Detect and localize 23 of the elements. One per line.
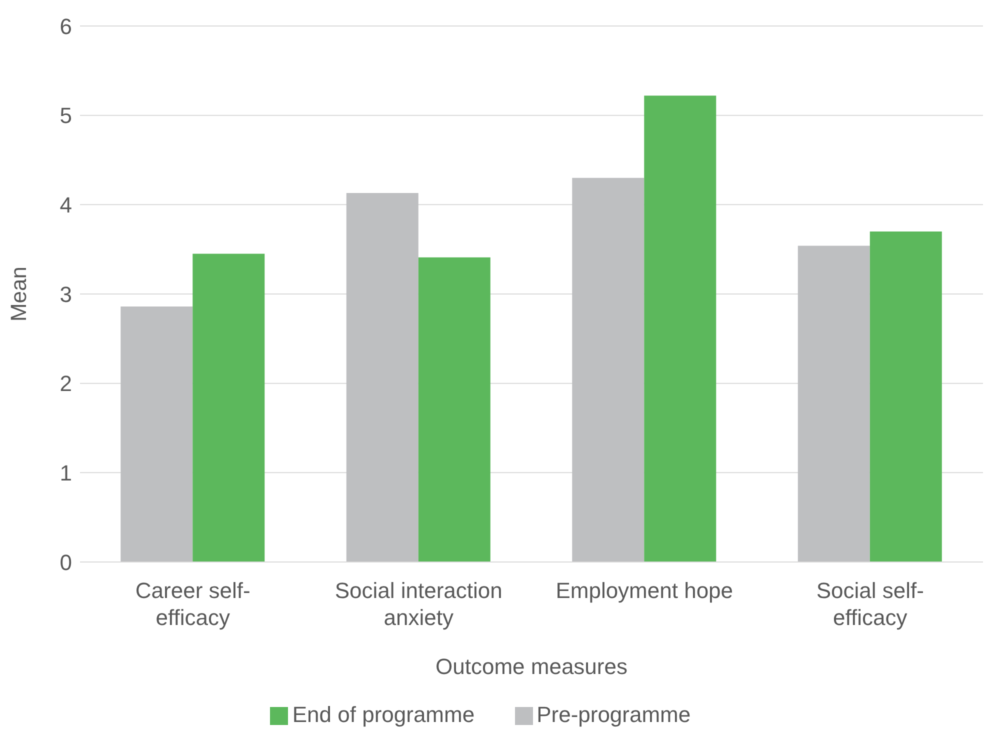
x-tick-label: Social interaction anxiety bbox=[334, 578, 502, 630]
bar bbox=[644, 96, 716, 562]
y-tick-label: 6 bbox=[60, 14, 72, 39]
y-tick-label: 2 bbox=[60, 371, 72, 396]
bar bbox=[572, 178, 644, 562]
y-axis-title: Mean bbox=[6, 266, 31, 322]
y-tick-label: 3 bbox=[60, 282, 72, 307]
legend-label: Pre-programme bbox=[536, 702, 691, 727]
y-tick-label: 4 bbox=[60, 192, 72, 218]
bar bbox=[418, 257, 490, 562]
y-tick-label: 5 bbox=[60, 103, 72, 128]
bar bbox=[192, 254, 265, 562]
x-axis-title: Outcome measures bbox=[436, 654, 628, 679]
x-tick-label: Career self-efficacy bbox=[135, 578, 250, 630]
x-tick-label: Social self-efficacy bbox=[816, 578, 924, 630]
y-tick-label: 1 bbox=[60, 460, 72, 486]
x-tick-label: Employment hope bbox=[556, 578, 734, 603]
bar bbox=[120, 306, 193, 562]
bar bbox=[870, 231, 942, 562]
y-tick-label: 0 bbox=[60, 550, 72, 575]
bar bbox=[798, 246, 870, 562]
bar bbox=[346, 193, 418, 562]
legend-label: End of programme bbox=[292, 702, 475, 727]
